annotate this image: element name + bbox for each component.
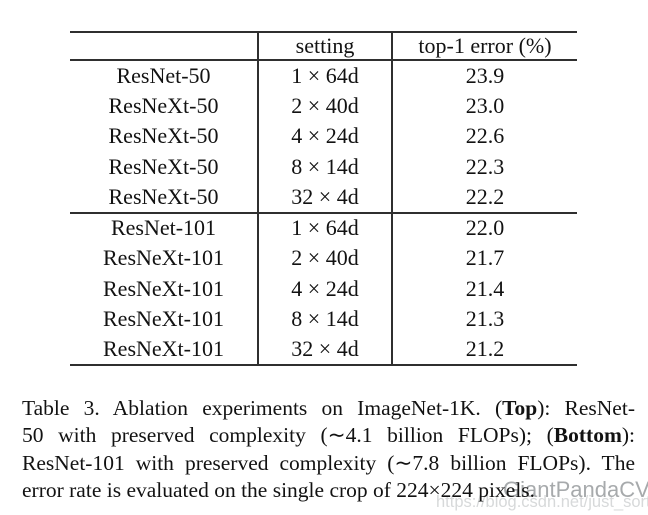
- setting-cell: 1 × 64d: [258, 211, 393, 243]
- caption-bold-text: Bottom: [553, 423, 622, 448]
- model-cell: ResNeXt-101: [70, 243, 259, 274]
- caption-line: 50 with preserved complexity (∼4.1 billi…: [22, 422, 635, 449]
- table-body: ResNet-50 1 × 64d 23.9 ResNeXt-50 2 × 40d 23.…: [70, 60, 577, 365]
- table-row: ResNeXt-50 32 × 4d 22.2: [70, 182, 577, 213]
- table-row: ResNeXt-101 4 × 24d 21.4: [70, 273, 577, 304]
- header-row: setting top-1 error (%): [70, 32, 577, 61]
- setting-cell: 32 × 4d: [258, 182, 393, 213]
- setting-cell: 2 × 40d: [258, 243, 393, 274]
- caption-line: error rate is evaluated on the single cr…: [22, 477, 635, 504]
- caption-text: error rate is evaluated on the single cr…: [22, 478, 536, 503]
- table-row: ResNeXt-50 2 × 40d 23.0: [70, 90, 577, 121]
- header-model: [70, 32, 259, 61]
- error-cell: 21.3: [465, 306, 505, 332]
- setting-cell: 4 × 24d: [258, 273, 393, 304]
- table-row: ResNet-101 1 × 64d 22.0: [70, 211, 577, 243]
- model-cell: ResNeXt-50: [70, 151, 259, 182]
- table-row: ResNeXt-101 32 × 4d 21.2: [70, 334, 577, 365]
- setting-cell: 4 × 24d: [258, 121, 393, 152]
- caption-text: 50 with preserved complexity (∼4.1 billi…: [22, 423, 554, 448]
- table-header: setting top-1 error (%): [70, 32, 577, 61]
- header-setting: setting: [258, 32, 393, 61]
- error-cell: 22.0: [392, 211, 577, 243]
- error-cell: 23.9: [465, 62, 505, 88]
- error-cell: 22.2: [465, 183, 505, 209]
- setting-cell: 32 × 4d: [258, 334, 393, 365]
- model-cell: ResNeXt-101: [70, 273, 259, 304]
- model-cell: ResNet-50: [70, 60, 259, 91]
- table-row: ResNeXt-101 8 × 14d 21.3: [70, 304, 577, 335]
- table-row: ResNeXt-50 8 × 14d 22.3: [70, 151, 577, 182]
- caption-line: Table 3. Ablation experiments on ImageNe…: [22, 395, 635, 422]
- error-cell: 21.7: [465, 245, 505, 271]
- setting-cell: 8 × 14d: [258, 304, 393, 335]
- caption-text: ResNet-101 with preserved complexity (∼7…: [22, 450, 635, 475]
- brand-watermark: GiantPandaCV: [503, 477, 648, 502]
- ablation-table: setting top-1 error (%) ResNet-50 1 × 64d…: [70, 31, 577, 366]
- setting-cell: 8 × 14d: [258, 151, 393, 182]
- setting-cell: 2 × 40d: [258, 90, 393, 121]
- table-row: ResNeXt-50 4 × 24d 22.6: [70, 121, 577, 152]
- model-cell: ResNeXt-101: [70, 334, 259, 365]
- error-cell: 22.6: [465, 123, 505, 149]
- setting-cell: 1 × 64d: [258, 60, 393, 91]
- model-cell: ResNeXt-50: [70, 90, 259, 121]
- error-cell: 21.2: [465, 336, 505, 362]
- model-cell: ResNeXt-50: [70, 121, 259, 152]
- model-cell: ResNeXt-101: [70, 304, 259, 335]
- table-row: ResNet-50 1 × 64d 23.9: [70, 60, 577, 91]
- header-top1-error: top-1 error (%): [392, 32, 577, 61]
- table-row: ResNeXt-101 2 × 40d 21.7: [70, 243, 577, 274]
- model-cell: ResNet-101: [70, 211, 259, 243]
- error-cell: 21.4: [465, 275, 505, 301]
- caption-bold-text: Top: [502, 396, 538, 420]
- caption-text: ):: [621, 423, 635, 448]
- caption-line: ResNet-101 with preserved complexity (∼7…: [22, 450, 635, 477]
- url-watermark: https://blog.csdn.net/just_sort: [436, 493, 648, 511]
- model-cell: ResNeXt-50: [70, 182, 259, 213]
- caption-text: Table 3. Ablation experiments on ImageNe…: [22, 396, 503, 420]
- error-cell: 23.0: [465, 92, 505, 118]
- error-cell: 22.3: [465, 153, 505, 179]
- table-caption: Table 3. Ablation experiments on ImageNe…: [22, 395, 635, 505]
- caption-text: ): ResNet-: [537, 396, 635, 420]
